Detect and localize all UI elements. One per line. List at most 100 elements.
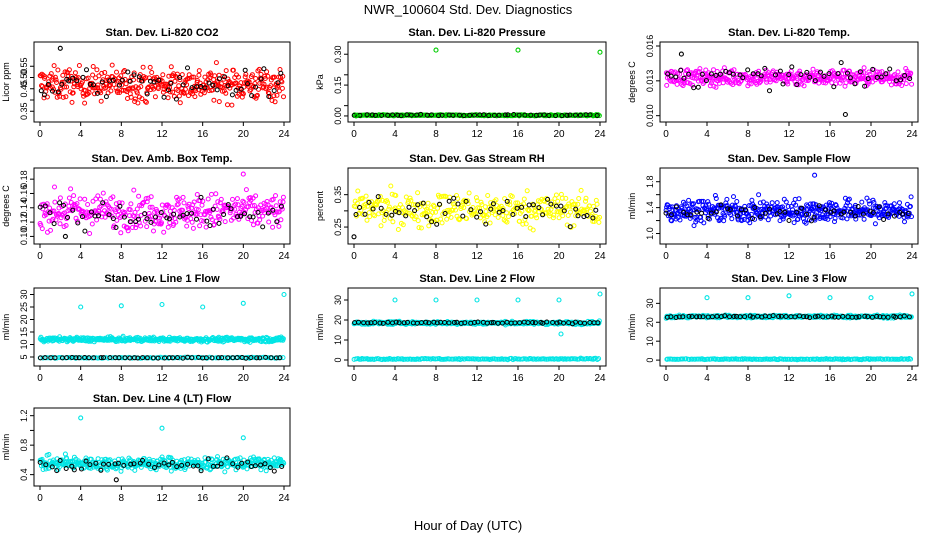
point-hourly	[279, 464, 285, 469]
point-hourly	[93, 460, 99, 466]
y-tick-label: 25	[19, 302, 29, 312]
point-all	[63, 223, 69, 228]
point-hourly	[798, 72, 804, 78]
y-tick-label: 10	[333, 335, 343, 345]
point-all	[438, 216, 444, 222]
point-all	[679, 205, 685, 211]
point-all	[241, 199, 247, 205]
y-tick-label: 0	[645, 358, 655, 363]
point-all	[279, 85, 285, 91]
point-flow	[159, 454, 165, 460]
point-hourly	[385, 319, 391, 325]
point-hourly	[426, 320, 432, 326]
point-hourly	[135, 355, 141, 361]
y-axis-label: degrees C	[627, 61, 637, 103]
y-axis-label: ml/min	[1, 314, 11, 341]
point-all	[664, 82, 670, 88]
point-hourly	[783, 314, 789, 319]
point-hourly	[198, 84, 204, 89]
point-hourly	[581, 214, 587, 220]
point-hourly	[406, 204, 412, 210]
x-tick-label: 12	[471, 251, 483, 262]
x-tick-label: 24	[278, 373, 290, 384]
point-flow-base	[902, 356, 908, 362]
point-all	[418, 225, 424, 231]
point-hourly	[522, 112, 528, 118]
point-all	[893, 74, 899, 80]
point-all	[275, 83, 281, 88]
point-all	[192, 94, 198, 100]
point-all	[253, 76, 259, 81]
point-outlier	[597, 49, 603, 55]
point-hourly	[823, 207, 828, 213]
point-all	[874, 204, 880, 210]
point-hourly	[505, 112, 511, 118]
point-all	[254, 92, 260, 98]
point-hourly	[594, 113, 600, 118]
point-all	[418, 201, 424, 207]
point-hourly	[776, 314, 782, 319]
point-all	[783, 199, 789, 205]
point-flow-base	[459, 356, 465, 362]
point-all	[452, 201, 458, 207]
point-all	[276, 223, 282, 229]
point-hourly	[434, 221, 440, 227]
point-all	[765, 217, 771, 223]
point-hourly	[905, 211, 911, 216]
point-all	[565, 213, 571, 218]
point-all	[674, 81, 680, 87]
y-tick-label: 0.55	[19, 57, 29, 75]
point-hourly	[144, 91, 150, 97]
point-all	[733, 204, 738, 210]
point-outlier	[281, 291, 287, 298]
point-hourly	[847, 75, 853, 81]
point-flow-base	[731, 356, 737, 362]
point-flow	[222, 469, 228, 475]
point-all	[861, 65, 867, 71]
y-tick-label: 20	[333, 315, 343, 325]
point-hourly	[396, 320, 402, 326]
point-hourly	[277, 355, 283, 361]
point-hourly	[722, 313, 728, 319]
point-hourly	[155, 355, 161, 361]
point-hourly	[475, 319, 481, 325]
point-hourly	[491, 320, 496, 325]
point-hourly	[262, 461, 268, 467]
point-outlier	[704, 295, 710, 301]
point-hourly	[856, 314, 862, 320]
point-hourly	[517, 320, 523, 326]
point-hourly	[258, 76, 264, 82]
point-hourly	[106, 212, 112, 218]
point-all	[151, 228, 156, 234]
point-hourly	[107, 355, 113, 361]
point-hourly	[540, 212, 546, 218]
x-tick-label: 8	[745, 251, 751, 262]
point-hourly	[794, 209, 800, 215]
point-hourly	[144, 216, 150, 222]
point-all	[142, 98, 148, 104]
point-hourly	[694, 209, 700, 215]
point-hourly	[274, 219, 280, 225]
x-tick-label: 20	[238, 373, 250, 384]
point-all	[555, 198, 561, 204]
point-hourly	[260, 224, 266, 230]
point-hourly	[561, 320, 567, 326]
point-hourly	[590, 215, 596, 221]
point-all	[563, 195, 569, 201]
point-all	[861, 216, 867, 222]
point-hourly	[678, 67, 684, 73]
chart-panel-3: Stan. Dev. Li-820 Temp.degrees C0 4 8 12 16 2…	[627, 27, 919, 140]
point-flow-base	[275, 355, 281, 361]
point-all	[174, 71, 180, 77]
point-all	[385, 199, 391, 205]
point-all	[122, 210, 128, 215]
point-hourly	[717, 71, 723, 77]
point-all	[261, 81, 267, 87]
point-flow-base	[362, 356, 368, 362]
point-hourly	[550, 320, 556, 325]
point-all	[853, 216, 859, 222]
point-hourly	[745, 67, 751, 73]
point-all	[136, 193, 142, 199]
point-hourly	[70, 75, 76, 81]
